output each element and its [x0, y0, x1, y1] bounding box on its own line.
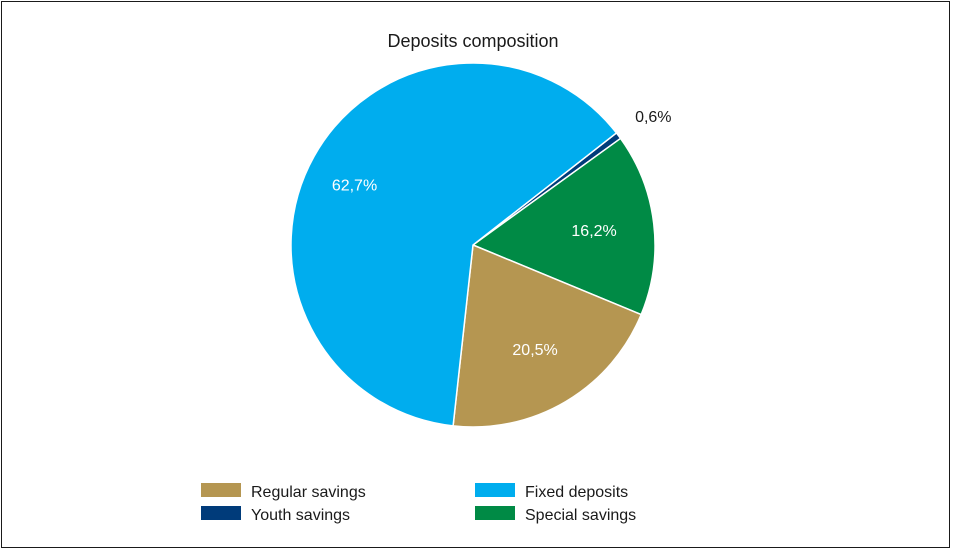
slice-label-special-savings: 16,2%	[571, 223, 616, 240]
legend-label-fixed-deposits: Fixed deposits	[525, 484, 628, 501]
legend-swatch-regular-savings	[201, 483, 241, 497]
chart-title: Deposits composition	[387, 31, 558, 51]
slice-labels: 0,6% 16,2% 20,5% 62,7%	[332, 109, 672, 359]
slice-special-savings	[471, 137, 656, 316]
slice-label-regular-savings: 20,5%	[512, 342, 557, 359]
legend-swatch-youth-savings	[201, 506, 241, 520]
legend: Regular savings Fixed deposits Youth sav…	[201, 483, 636, 524]
legend-label-youth-savings: Youth savings	[251, 507, 350, 524]
slice-fixed-deposits	[290, 62, 618, 427]
legend-swatch-fixed-deposits	[475, 483, 515, 497]
slice-label-youth-savings: 0,6%	[635, 109, 671, 126]
legend-swatch-special-savings	[475, 506, 515, 520]
pie-slices	[290, 62, 656, 428]
legend-label-regular-savings: Regular savings	[251, 484, 366, 501]
slice-regular-savings	[452, 243, 643, 428]
legend-label-special-savings: Special savings	[525, 507, 636, 524]
slice-label-fixed-deposits: 62,7%	[332, 178, 377, 195]
